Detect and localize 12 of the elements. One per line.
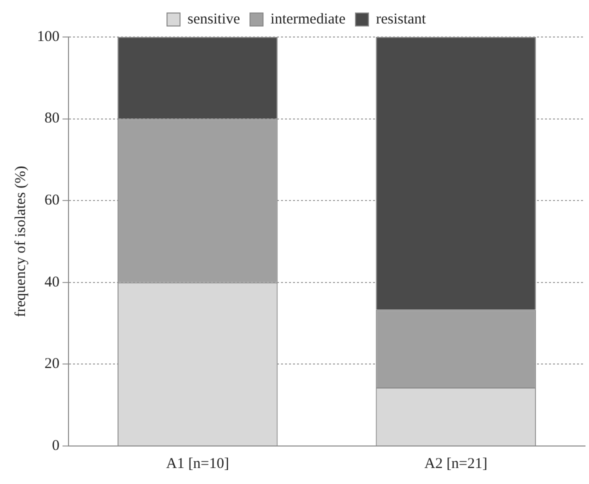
- y-tick-label: 40: [44, 274, 60, 290]
- legend-label: intermediate: [270, 11, 346, 28]
- y-tick-label: 60: [44, 192, 60, 209]
- legend-label: sensitive: [188, 11, 240, 28]
- y-axis-title: frequency of isolates (%): [12, 166, 29, 318]
- legend-label: resistant: [376, 11, 427, 28]
- x-tick-label: A2 [n=21]: [424, 456, 488, 472]
- y-tick-label: 20: [44, 356, 60, 372]
- x-tick-label: A1 [n=10]: [166, 456, 230, 472]
- y-tick-label: 0: [52, 438, 60, 454]
- y-tick-label: 80: [44, 110, 60, 127]
- y-tick-label: 100: [37, 28, 60, 45]
